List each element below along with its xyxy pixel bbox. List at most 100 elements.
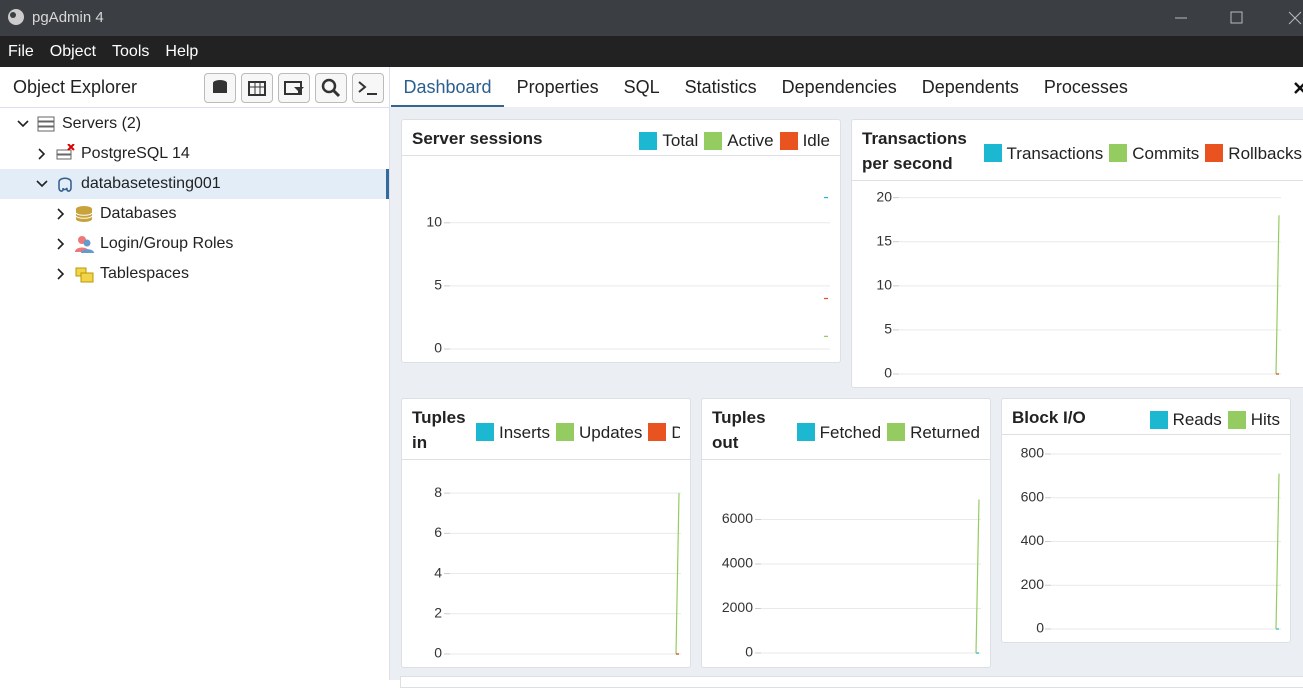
tree-icon	[56, 144, 75, 160]
title-bar: pgAdmin 4	[0, 0, 1303, 36]
legend-swatch	[639, 131, 658, 150]
close-tab[interactable]	[1294, 82, 1303, 94]
toolbar-button[interactable]	[278, 73, 310, 103]
legend-swatch	[704, 131, 723, 150]
toolbar-button[interactable]	[204, 73, 236, 103]
legend-label: Commits	[1132, 143, 1200, 163]
chevron[interactable]	[54, 237, 68, 251]
legend-swatch	[1205, 144, 1224, 162]
legend-item[interactable]: Fetched	[796, 405, 882, 459]
series-line	[1275, 473, 1280, 630]
legend-item[interactable]: Idle	[779, 126, 830, 155]
tab[interactable]: Dependents	[921, 77, 1019, 97]
tree-row[interactable]: Tablespaces	[0, 259, 389, 289]
legend-swatch	[983, 144, 1002, 162]
window-controls[interactable]	[1153, 0, 1303, 36]
chevron[interactable]	[35, 147, 49, 161]
y-tick-label: 4	[434, 564, 442, 580]
legend-item[interactable]: Rollbacks	[1205, 126, 1302, 180]
chart-title: Block I/O	[1012, 408, 1086, 427]
chevron[interactable]	[16, 117, 30, 131]
series-line	[675, 493, 680, 655]
chevron[interactable]	[35, 177, 49, 191]
legend-item[interactable]: Updates	[556, 405, 642, 459]
y-tick-label: 800	[1021, 445, 1045, 461]
tree-icon	[75, 206, 93, 222]
legend-item[interactable]: Total	[639, 126, 698, 155]
legend-item[interactable]: Hits	[1227, 405, 1280, 434]
y-tick-label: 20	[876, 188, 892, 204]
y-tick-label: 2000	[722, 599, 753, 615]
object-explorer: Object Explorer Servers (2) PostgreSQL 14…	[0, 67, 390, 680]
series-line	[975, 499, 980, 654]
toolbar-button[interactable]	[241, 73, 273, 103]
tab-bar: Dashboard Properties SQL Statistics Dependen…	[390, 67, 1303, 107]
legend-swatch	[556, 423, 575, 441]
legend-item[interactable]: Deletes	[648, 405, 680, 459]
y-tick-label: 15	[876, 232, 892, 248]
chart-title: Server sessions	[412, 129, 543, 148]
tab[interactable]: Dashboard	[391, 67, 505, 107]
y-tick-label: 0	[434, 645, 442, 661]
chart: 0 200 400 600 800	[1021, 445, 1281, 636]
menu-item[interactable]: Object	[49, 43, 97, 60]
tree-icon	[75, 236, 94, 253]
legend: Fetched Returned	[791, 405, 980, 459]
chart-header: Transactions per second Transactions Commi…	[852, 120, 1303, 181]
legend-swatch	[887, 423, 906, 441]
legend-swatch	[1149, 410, 1168, 429]
tree-row[interactable]: Login/Group Roles	[0, 229, 389, 259]
legend-swatch	[1227, 410, 1246, 429]
tree-label: Servers (2)	[62, 115, 142, 132]
y-tick-label: 2	[434, 604, 442, 620]
main-area: Dashboard Properties SQL Statistics Dependen…	[390, 67, 1303, 688]
legend-label: Updates	[579, 422, 643, 442]
menu-item[interactable]: File	[8, 43, 34, 60]
panel-title: Object Explorer	[13, 77, 138, 97]
chart: 0 5 10	[426, 196, 830, 356]
legend-item[interactable]: Commits	[1109, 126, 1199, 180]
chart-header: Tuples in Inserts Updates Deletes	[402, 399, 690, 460]
chart-title: Tuples out	[712, 408, 766, 452]
legend-label: Total	[662, 131, 699, 150]
tree-row[interactable]: Servers (2)	[0, 109, 389, 139]
y-tick-label: 200	[1021, 576, 1045, 592]
tab[interactable]: Processes	[1043, 77, 1128, 97]
y-tick-label: 400	[1021, 532, 1045, 548]
toolbar-button[interactable]	[315, 73, 347, 103]
chevron[interactable]	[54, 207, 68, 221]
tree-label: PostgreSQL 14	[81, 145, 190, 162]
legend-label: Transactions	[1006, 143, 1104, 163]
y-tick-label: 600	[1021, 488, 1045, 504]
tree-row[interactable]: databasetesting001	[0, 169, 389, 199]
chart-panel: 0 2000 4000 6000 Tuples out Fetched Returned	[701, 398, 991, 668]
menu-bar: File Object Tools Help	[0, 36, 1303, 67]
legend-label: Rollbacks	[1228, 143, 1302, 163]
legend-label: Fetched	[819, 422, 882, 442]
tree-row[interactable]: PostgreSQL 14	[0, 139, 389, 169]
tree-label: Login/Group Roles	[100, 235, 234, 252]
chevron[interactable]	[54, 267, 68, 281]
legend-item[interactable]: Transactions	[983, 126, 1104, 180]
tree-row[interactable]: Databases	[0, 199, 389, 229]
legend-item[interactable]: Active	[704, 126, 774, 155]
toolbar-button[interactable]	[352, 73, 384, 103]
legend-label: Active	[727, 131, 774, 150]
y-tick-label: 0	[745, 644, 753, 660]
menu-item[interactable]: Tools	[112, 43, 150, 60]
tab[interactable]: Properties	[516, 77, 599, 97]
tree-icon	[37, 116, 55, 132]
legend-item[interactable]: Inserts	[476, 405, 550, 459]
tab[interactable]: SQL	[623, 77, 660, 97]
menu-item[interactable]: Help	[165, 43, 199, 60]
legend-swatch	[1109, 144, 1128, 162]
legend-item[interactable]: Reads	[1149, 405, 1222, 434]
legend-item[interactable]: Returned	[887, 405, 980, 459]
y-tick-label: 10	[876, 277, 892, 293]
tab[interactable]: Dependencies	[781, 77, 897, 97]
legend-label: Deletes	[671, 420, 680, 445]
y-tick-label: 10	[426, 213, 442, 229]
tree-icon	[75, 267, 94, 283]
tab[interactable]: Statistics	[684, 77, 757, 97]
